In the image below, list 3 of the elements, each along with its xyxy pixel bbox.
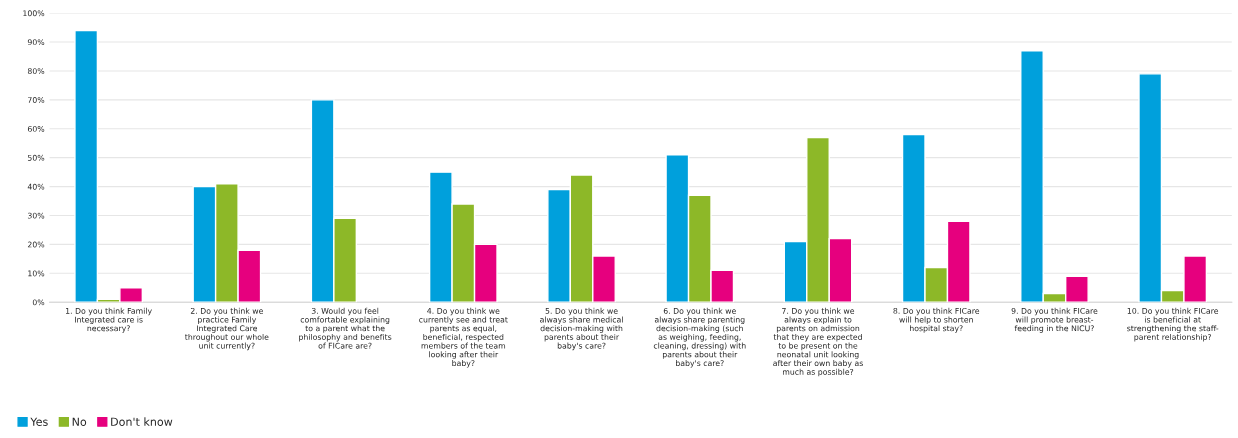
legend-label: No: [72, 417, 87, 426]
legend-label: Yes: [30, 417, 48, 426]
legend-label: Don't know: [111, 417, 173, 426]
